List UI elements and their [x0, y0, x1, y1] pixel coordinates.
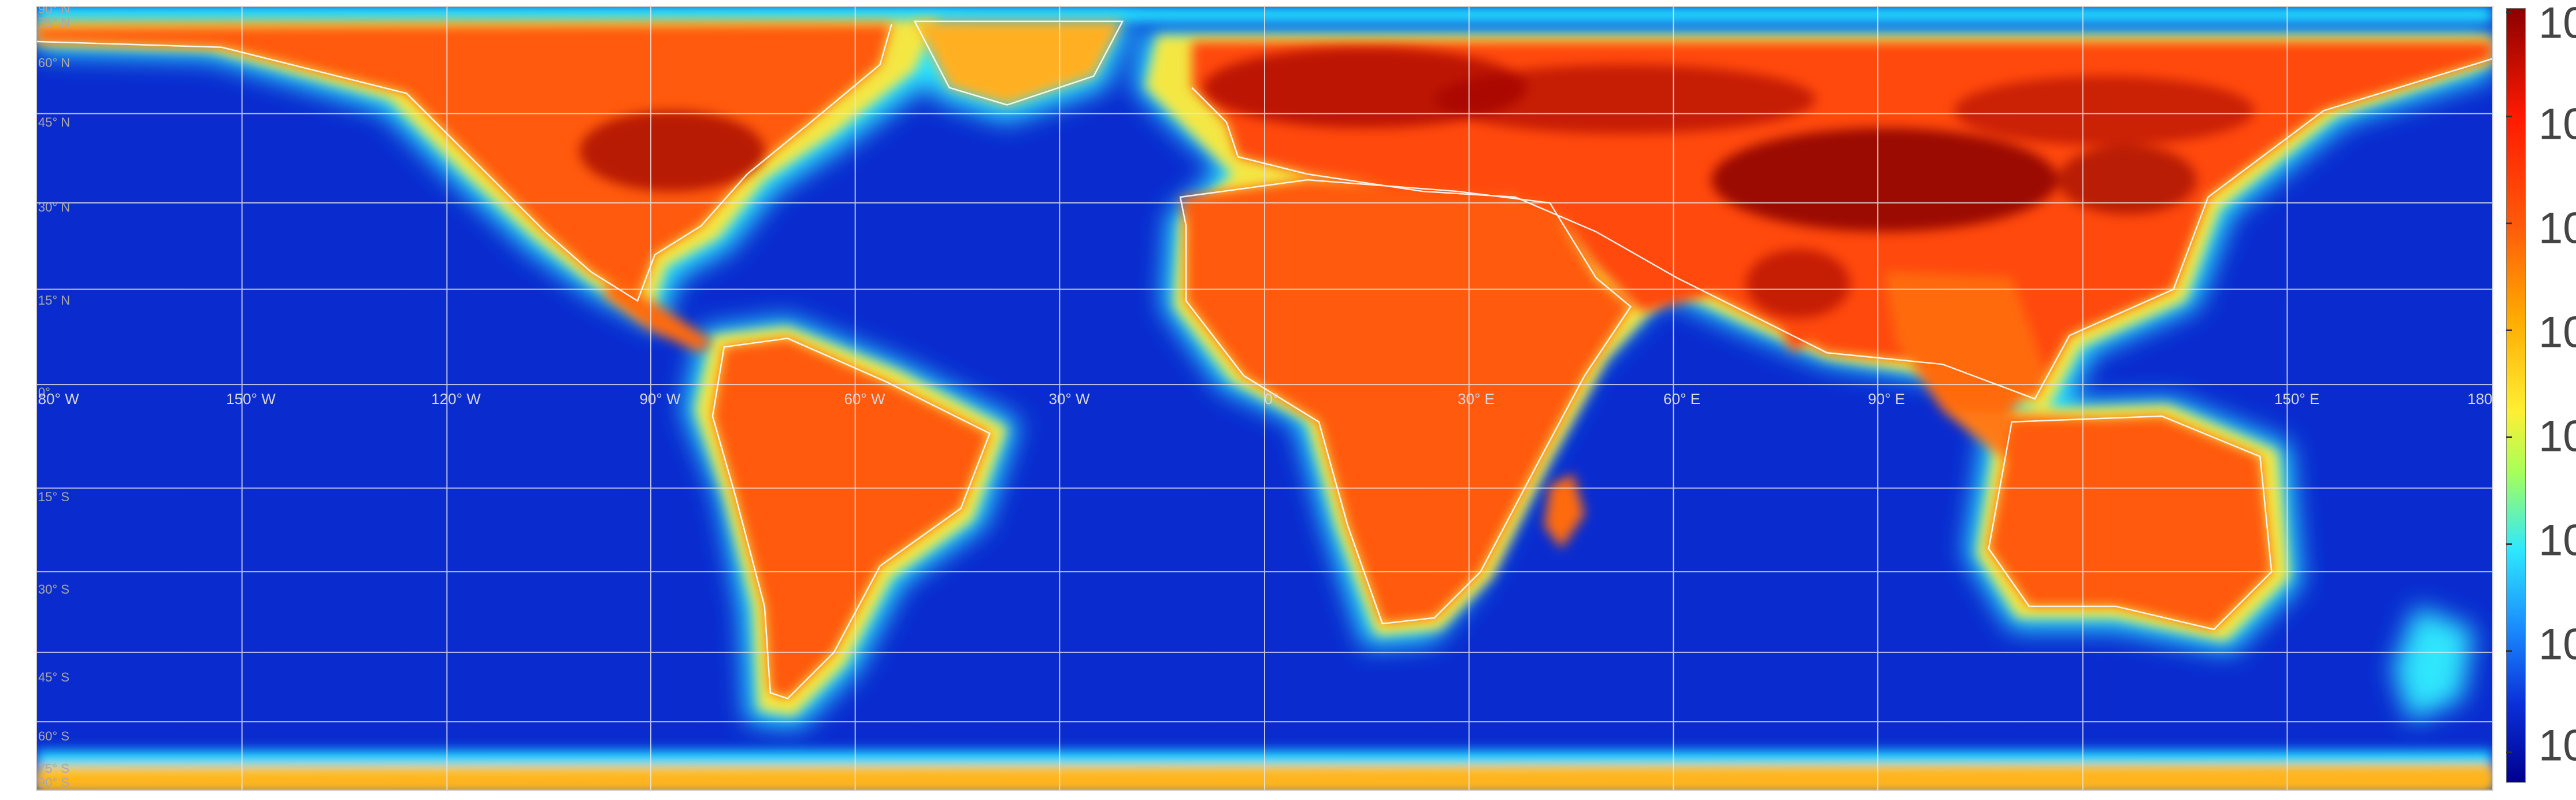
lat-label-75s: 75° S [38, 761, 70, 776]
lon-label-180w: 180° W [37, 390, 79, 408]
lon-label-120w: 120° W [431, 390, 481, 408]
colorbar-tick [2506, 12, 2512, 13]
colorbar-tick [2506, 329, 2512, 331]
lon-label-60e: 60° E [1663, 390, 1700, 408]
lat-label-75n: 75° N [38, 16, 71, 30]
colorbar-label: 10 [2538, 721, 2576, 771]
colorbar-label: 10 [2538, 516, 2576, 565]
lon-label-180e: 180° [2467, 390, 2493, 408]
lat-label-90n: 90° N [38, 6, 71, 16]
colorbar-tick [2506, 223, 2512, 224]
lat-label-45s: 45° S [38, 670, 70, 684]
lon-label-90w: 90° W [639, 390, 681, 408]
graticule [37, 7, 2492, 790]
lon-label-150e: 150° E [2274, 390, 2320, 408]
lon-label-60w: 60° W [844, 390, 885, 408]
lon-label-90e: 90° E [1868, 390, 1905, 408]
lat-label-60n: 60° N [38, 55, 71, 70]
colorbar-tick [2506, 650, 2512, 652]
colorbar-tick [2506, 543, 2512, 545]
lon-label-30w: 30° W [1048, 390, 1090, 408]
lon-label-150w: 150° W [226, 390, 276, 408]
lat-label-30n: 30° N [38, 200, 71, 214]
lat-label-30s: 30° S [38, 582, 70, 597]
lat-label-60s: 60° S [38, 729, 70, 743]
colorbar-label: 10 [2538, 203, 2576, 253]
africa [1180, 180, 1631, 624]
lat-label-15n: 15° N [38, 293, 71, 308]
colorbar-label: 10 [2538, 620, 2576, 669]
map-raster [37, 7, 2492, 790]
colorbar-tick [2506, 116, 2512, 117]
colorbar-label: 10 [2538, 308, 2576, 357]
australia [1988, 416, 2272, 629]
colorbar-label: 10 [2538, 0, 2576, 48]
lat-label-90s: 90° S [38, 775, 70, 790]
colorbar-tick [2506, 436, 2512, 438]
world-map: 90° N 75° N 60° N 45° N 30° N 15° N 0° 1… [36, 6, 2493, 791]
colorbar-label: 10 [2538, 99, 2576, 149]
hotspots [580, 47, 2255, 318]
lon-label-0: 0° [1264, 390, 1279, 408]
colorbar [2506, 8, 2526, 783]
colorbar-label: 10 [2538, 412, 2576, 461]
lat-label-45n: 45° N [38, 115, 71, 129]
lat-label-15s: 15° S [38, 490, 70, 504]
lat-label-0: 0° [38, 385, 51, 399]
colorbar-tick [2506, 751, 2512, 753]
lon-label-30e: 30° E [1458, 390, 1495, 408]
south-america [712, 338, 990, 699]
north-america [37, 24, 892, 301]
coastlines [37, 20, 2492, 699]
